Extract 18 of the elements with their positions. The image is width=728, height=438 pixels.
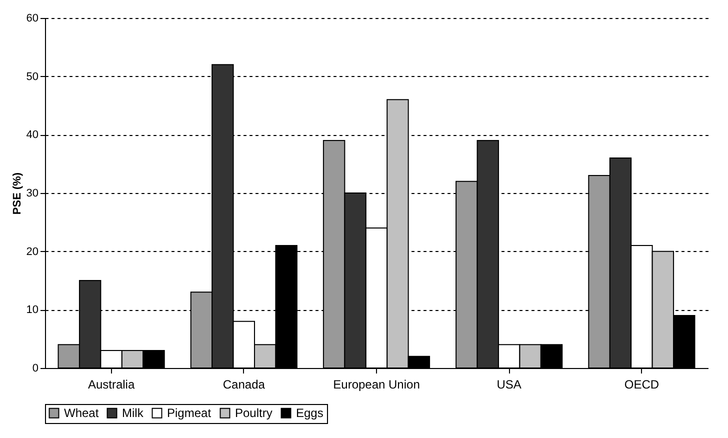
legend-label: Poultry: [235, 406, 272, 420]
y-axis-title: PSE (%): [11, 172, 24, 215]
legend-label: Milk: [122, 406, 144, 420]
legend-label: Eggs: [296, 406, 324, 420]
x-tick-label: USA: [496, 378, 522, 392]
legend-label: Pigmeat: [167, 406, 212, 420]
legend-label: Wheat: [64, 406, 100, 420]
y-tick-label: 30: [26, 188, 38, 200]
x-tick-label: OECD: [624, 378, 660, 392]
y-tick-label: 10: [26, 304, 38, 316]
x-tick-label: Australia: [88, 378, 135, 392]
y-tick-label: 20: [26, 246, 38, 258]
x-tick-label: Canada: [222, 378, 266, 392]
y-tick-label: 60: [26, 12, 38, 24]
x-tick-label: European Union: [333, 378, 420, 392]
y-tick-label: 0: [32, 362, 38, 374]
y-tick-label: 50: [26, 70, 38, 83]
y-tick-label: 40: [26, 129, 38, 142]
